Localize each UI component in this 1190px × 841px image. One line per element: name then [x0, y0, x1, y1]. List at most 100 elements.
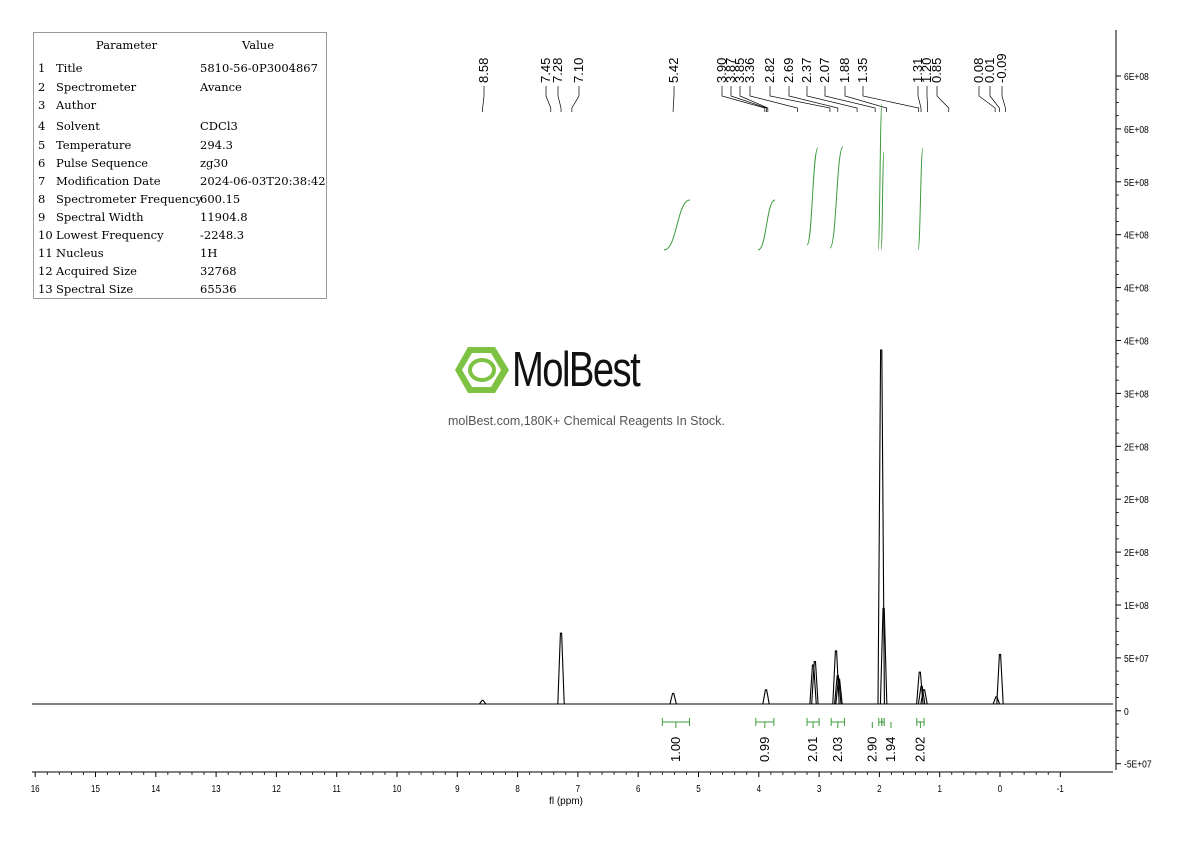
- integral-value: 2.02: [912, 737, 927, 762]
- param-name: Acquired Size: [56, 264, 137, 278]
- param-value: 294.3: [200, 138, 233, 152]
- param-name: Solvent: [56, 119, 100, 133]
- peak-label: 1.35: [855, 58, 870, 83]
- peak-label: 3.87: [723, 58, 738, 83]
- spectrum-peak: [478, 699, 487, 705]
- param-name: Spectrometer: [56, 80, 137, 94]
- param-index: 3: [38, 98, 46, 112]
- integral-value: 1.00: [668, 737, 683, 762]
- y-axis-tick-label: 5E+08: [1124, 177, 1149, 188]
- spectrum-peak: [669, 692, 677, 705]
- param-name: Modification Date: [56, 174, 161, 188]
- x-axis-tick-label: 1: [937, 783, 941, 794]
- x-axis-tick-label: 2: [877, 783, 881, 794]
- x-axis-tick-label: 8: [515, 783, 519, 794]
- peak-label: 2.69: [781, 58, 796, 83]
- param-row: 4 Solvent CDCl3: [34, 119, 326, 137]
- x-axis-tick-label: 13: [212, 783, 221, 794]
- param-index: 8: [38, 192, 46, 206]
- spectrum-peak: [877, 349, 885, 705]
- watermark-tagline: molBest.com,180K+ Chemical Reagents In S…: [448, 414, 725, 428]
- peak-label-connector: [844, 86, 887, 112]
- param-name: Temperature: [56, 138, 132, 152]
- peak-label: 8.58: [476, 58, 491, 83]
- param-index: 4: [38, 119, 46, 133]
- x-axis-tick-label: 14: [151, 783, 160, 794]
- param-index: 2: [38, 80, 46, 94]
- x-axis-tick-label: 7: [576, 783, 580, 794]
- y-axis-tick-label: 0: [1124, 706, 1129, 717]
- spectrum-peak: [835, 678, 843, 705]
- param-row: 5 Temperature 294.3: [34, 138, 326, 156]
- param-index: 9: [38, 210, 46, 224]
- x-axis-tick-label: 0: [998, 783, 1002, 794]
- param-name: Spectral Size: [56, 282, 134, 296]
- peak-label: 2.82: [762, 58, 777, 83]
- param-row: 10 Lowest Frequency -2248.3: [34, 228, 326, 246]
- param-index: 6: [38, 156, 46, 170]
- spectrum-peak: [917, 685, 926, 705]
- param-row: 2 Spectrometer Avance: [34, 80, 326, 98]
- peak-label-connector: [749, 86, 798, 112]
- x-axis-tick-label: 9: [455, 783, 459, 794]
- peak-label-connector: [571, 86, 580, 112]
- peak-label: 7.45: [538, 58, 553, 83]
- y-axis-tick-label: 1E+08: [1124, 600, 1149, 611]
- spectrum-peak: [920, 689, 928, 705]
- param-index: 10: [38, 228, 53, 242]
- peak-label-connector: [926, 86, 928, 112]
- logo-wordmark: MolBest: [512, 343, 641, 397]
- peak-label-connector: [769, 86, 831, 112]
- x-axis-tick-label: 15: [91, 783, 100, 794]
- param-row: 12 Acquired Size 32768: [34, 264, 326, 282]
- param-row: 6 Pulse Sequence zg30: [34, 156, 326, 174]
- peak-label-connector: [936, 86, 950, 112]
- peak-label-connector: [917, 86, 922, 112]
- integral-curve: [806, 147, 819, 246]
- param-value: 5810-56-0P3004867: [200, 61, 318, 75]
- peak-label-connector: [730, 86, 767, 112]
- parameter-table: Parameter Value 1 Title 5810-56-0P3004867 2…: [33, 32, 327, 299]
- integral-curve: [880, 151, 885, 251]
- param-name: Nucleus: [56, 246, 104, 260]
- spectrum-peak: [809, 664, 817, 705]
- peak-label-connector: [721, 86, 766, 112]
- param-name: Pulse Sequence: [56, 156, 149, 170]
- peak-label-connector: [557, 86, 562, 112]
- integral-value: 0.99: [757, 737, 772, 762]
- param-value: CDCl3: [200, 119, 238, 133]
- peak-label: 7.10: [571, 58, 586, 83]
- peak-label-connector: [978, 86, 996, 112]
- param-index: 13: [38, 282, 53, 296]
- x-axis-tick-label: 11: [333, 783, 341, 794]
- spectrum-peak: [762, 689, 770, 705]
- param-index: 12: [38, 264, 53, 278]
- param-index: 11: [38, 246, 53, 260]
- param-row: 9 Spectral Width 11904.8: [34, 210, 326, 228]
- param-name: Lowest Frequency: [56, 228, 164, 242]
- peak-label: 0.85: [929, 58, 944, 83]
- param-index: 5: [38, 138, 46, 152]
- y-axis-tick-label: 4E+08: [1124, 336, 1149, 347]
- x-axis-tick-label: 10: [393, 783, 402, 794]
- x-axis-tick-label: -1: [1057, 783, 1064, 794]
- y-axis-tick-label: 2E+08: [1124, 495, 1149, 506]
- peak-label: 2.07: [817, 58, 832, 83]
- param-name: Spectrometer Frequency: [56, 192, 203, 206]
- y-axis-tick-label: 3E+08: [1124, 389, 1149, 400]
- peak-label-connector: [1001, 86, 1006, 112]
- param-value: 32768: [200, 264, 237, 278]
- x-axis-tick-label: 3: [817, 783, 821, 794]
- param-name: Spectral Width: [56, 210, 144, 224]
- integral-value: 2.90: [864, 737, 879, 762]
- integral-curve: [877, 103, 883, 251]
- param-value: 65536: [200, 282, 237, 296]
- param-value: zg30: [200, 156, 229, 170]
- y-axis-tick-label: 5E+07: [1124, 653, 1149, 664]
- spectrum-peak: [992, 696, 1001, 705]
- integral-curve: [829, 146, 844, 249]
- value-header: Value: [242, 38, 274, 52]
- peak-label: 7.28: [550, 58, 565, 83]
- param-row: 7 Modification Date 2024-06-03T20:38:42: [34, 174, 326, 192]
- integral-value: 1.94: [883, 737, 898, 762]
